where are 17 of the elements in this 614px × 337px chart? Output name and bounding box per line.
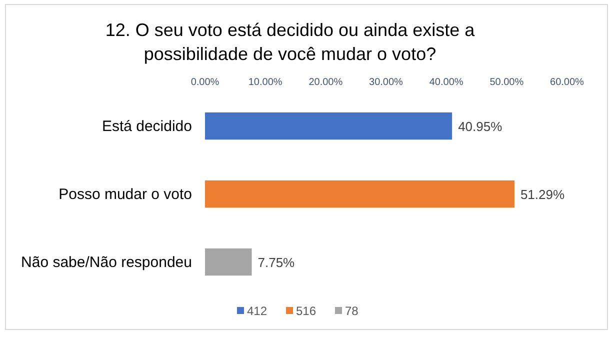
y-tick-label: Posso mudar o voto [58, 186, 192, 203]
legend-label: 412 [247, 304, 268, 318]
x-tick-label: 0.00% [190, 77, 220, 88]
x-tick-label: 10.00% [248, 77, 282, 88]
x-tick-label: 60.00% [550, 77, 584, 88]
chart-title: 12. O seu voto está decidido ou ainda existe a possibilidade de você mudar o voto? [105, 20, 476, 64]
data-label: 7.75% [258, 255, 296, 270]
legend-label: 516 [296, 304, 316, 318]
data-label: 51.29% [520, 187, 565, 202]
data-label: 40.95% [458, 119, 503, 134]
legend-label: 78 [345, 304, 359, 318]
x-tick-label: 20.00% [308, 77, 343, 88]
x-tick-label: 50.00% [490, 77, 524, 88]
x-tick-label: 40.00% [429, 77, 464, 88]
y-tick-label: Está decidido [102, 118, 192, 135]
x-tick-label: 30.00% [369, 77, 404, 88]
y-tick-label: Não sabe/Não respondeu [21, 254, 192, 271]
